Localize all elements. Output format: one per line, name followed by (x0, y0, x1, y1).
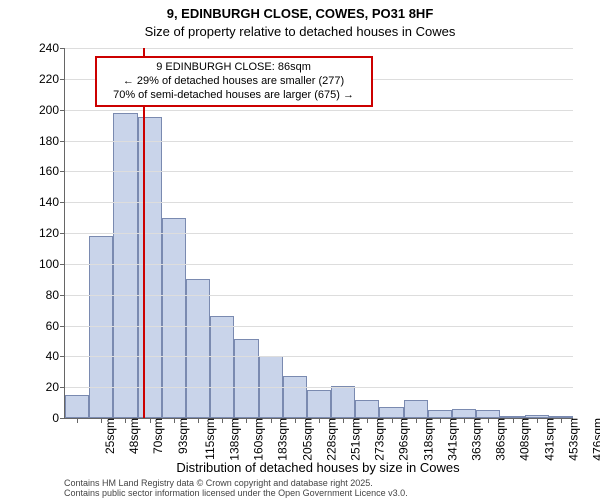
xtick (125, 418, 126, 423)
footer: Contains HM Land Registry data © Crown c… (64, 478, 580, 499)
plot-area: 9 EDINBURGH CLOSE: 86sqm ← 29% of detach… (64, 48, 573, 419)
ytick-label: 80 (46, 288, 65, 302)
bar (307, 390, 331, 418)
bar (428, 410, 452, 418)
xtick-label: 408sqm (510, 418, 532, 461)
gridline (65, 110, 573, 111)
gridline (65, 356, 573, 357)
xtick-label: 318sqm (413, 418, 435, 461)
bar (138, 117, 162, 418)
xtick-label: 341sqm (437, 418, 459, 461)
xtick (343, 418, 344, 423)
xtick-label: 205sqm (292, 418, 314, 461)
xtick (174, 418, 175, 423)
ytick-label: 20 (46, 380, 65, 394)
xtick (416, 418, 417, 423)
xtick-label: 160sqm (244, 418, 266, 461)
xtick (222, 418, 223, 423)
bar (331, 386, 355, 418)
xtick (150, 418, 151, 423)
xtick (246, 418, 247, 423)
xtick-label: 386sqm (485, 418, 507, 461)
gridline (65, 48, 573, 49)
xtick-label: 93sqm (168, 418, 190, 454)
ytick-label: 180 (39, 134, 65, 148)
xtick (537, 418, 538, 423)
xtick (295, 418, 296, 423)
xtick-label: 431sqm (534, 418, 556, 461)
xtick-label: 115sqm (195, 418, 217, 460)
xtick (367, 418, 368, 423)
annotation-box: 9 EDINBURGH CLOSE: 86sqm ← 29% of detach… (95, 56, 373, 107)
xtick-label: 476sqm (582, 418, 600, 461)
xtick-label: 25sqm (95, 418, 117, 454)
footer-line1: Contains HM Land Registry data © Crown c… (64, 478, 580, 488)
ytick-label: 200 (39, 103, 65, 117)
gridline (65, 141, 573, 142)
subtitle: Size of property relative to detached ho… (0, 24, 600, 39)
xtick (271, 418, 272, 423)
ytick-label: 140 (39, 195, 65, 209)
xtick-label: 296sqm (389, 418, 411, 461)
xtick (101, 418, 102, 423)
xtick-label: 228sqm (316, 418, 338, 461)
bar (379, 407, 403, 418)
xtick-label: 48sqm (119, 418, 141, 454)
ytick-label: 0 (52, 411, 65, 425)
xtick (77, 418, 78, 423)
ytick-label: 220 (39, 72, 65, 86)
xtick (198, 418, 199, 423)
page-title: 9, EDINBURGH CLOSE, COWES, PO31 8HF (0, 6, 600, 21)
gridline (65, 171, 573, 172)
xtick (561, 418, 562, 423)
xtick (392, 418, 393, 423)
annotation-line3: 70% of semi-detached houses are larger (… (103, 89, 365, 103)
xtick-label: 70sqm (143, 418, 165, 454)
xtick-label: 138sqm (219, 418, 241, 461)
xtick (440, 418, 441, 423)
xtick-label: 183sqm (268, 418, 290, 461)
bar (113, 113, 137, 418)
bar (476, 410, 500, 418)
bar (404, 400, 428, 419)
gridline (65, 233, 573, 234)
ytick-label: 240 (39, 41, 65, 55)
gridline (65, 387, 573, 388)
gridline (65, 295, 573, 296)
xtick (464, 418, 465, 423)
ytick-label: 100 (39, 257, 65, 271)
gridline (65, 202, 573, 203)
xtick (513, 418, 514, 423)
footer-line2: Contains public sector information licen… (64, 488, 580, 498)
bar (452, 409, 476, 418)
ytick-label: 60 (46, 319, 65, 333)
x-axis-label: Distribution of detached houses by size … (64, 460, 572, 475)
annotation-line1: 9 EDINBURGH CLOSE: 86sqm (103, 61, 365, 75)
xtick (488, 418, 489, 423)
ytick-label: 120 (39, 226, 65, 240)
bar (234, 339, 258, 418)
gridline (65, 264, 573, 265)
gridline (65, 326, 573, 327)
xtick-label: 363sqm (461, 418, 483, 461)
bar (210, 316, 234, 418)
bar (65, 395, 89, 418)
ytick-label: 40 (46, 349, 65, 363)
ytick-label: 160 (39, 164, 65, 178)
xtick (319, 418, 320, 423)
bar (355, 400, 379, 419)
bar (186, 279, 210, 418)
xtick-label: 273sqm (365, 418, 387, 461)
xtick-label: 453sqm (558, 418, 580, 461)
chart-area: 9 EDINBURGH CLOSE: 86sqm ← 29% of detach… (64, 48, 572, 418)
bar (283, 376, 307, 418)
xtick-label: 251sqm (340, 418, 362, 461)
annotation-line2: ← 29% of detached houses are smaller (27… (103, 75, 365, 89)
